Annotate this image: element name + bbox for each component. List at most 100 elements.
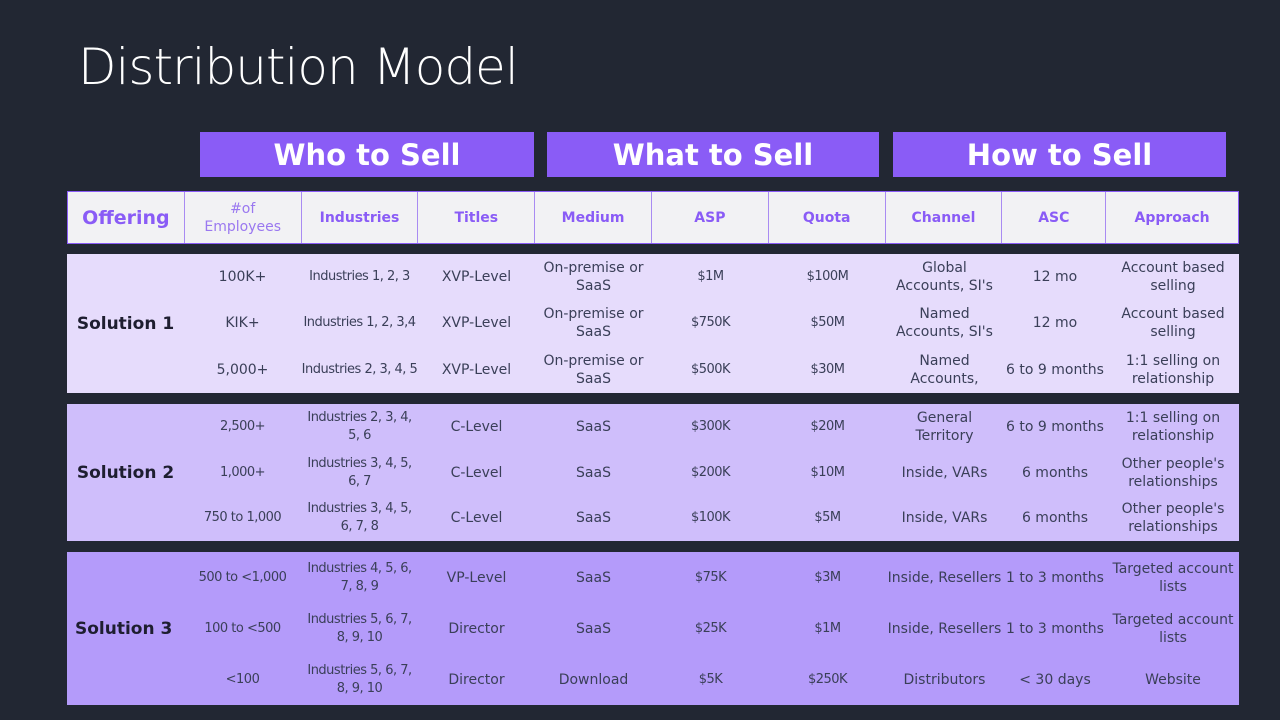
table-row: 500 to <1,000 Industries 4, 5, 6, 7, 8, … bbox=[184, 552, 1239, 603]
cell-approach: Targeted account lists bbox=[1112, 560, 1234, 595]
cell-medium: On-premise or SaaS bbox=[543, 306, 644, 341]
cell-approach: 1:1 selling on relationship bbox=[1125, 352, 1221, 387]
cell-quota: $250K bbox=[807, 671, 848, 687]
column-header-industries: Industries bbox=[302, 192, 419, 243]
cell-channel: Global Accounts, SI's bbox=[896, 260, 993, 295]
cell-titles: C-Level bbox=[450, 418, 503, 435]
cell-asc: 12 mo bbox=[1032, 269, 1078, 286]
cell-industries: Industries 2, 3, 4, 5, 6 bbox=[307, 409, 412, 443]
solution-label: Solution 1 bbox=[76, 313, 175, 334]
cell-employees: 500 to <1,000 bbox=[198, 569, 287, 585]
cell-employees: 100K+ bbox=[218, 269, 267, 286]
solution-block-1: Solution 1 100K+ Industries 1, 2, 3 XVP-… bbox=[67, 254, 1239, 393]
column-header-quota: Quota bbox=[769, 192, 886, 243]
cell-channel: Named Accounts, SI's bbox=[896, 306, 993, 341]
cell-asc: 1 to 3 months bbox=[1006, 569, 1104, 586]
cell-industries: Industries 5, 6, 7, 8, 9, 10 bbox=[307, 662, 412, 696]
cell-channel: Inside, VARs bbox=[901, 464, 988, 481]
cell-quota: $10M bbox=[810, 464, 845, 480]
cell-asp: $100K bbox=[690, 510, 731, 526]
cell-asc: < 30 days bbox=[1019, 671, 1091, 688]
cell-approach: Account based selling bbox=[1121, 306, 1225, 341]
group-header-who-to-sell: Who to Sell bbox=[200, 132, 534, 177]
cell-asp: $1M bbox=[697, 269, 724, 285]
column-header-employees: #of Employees bbox=[185, 192, 302, 243]
cell-employees: KIK+ bbox=[225, 315, 260, 332]
cell-channel: Inside, Resellers bbox=[887, 620, 1002, 637]
cell-channel: General Territory bbox=[915, 409, 974, 444]
cell-asp: $5K bbox=[698, 671, 723, 687]
cell-titles: XVP-Level bbox=[441, 269, 512, 286]
cell-quota: $5M bbox=[814, 510, 841, 526]
column-header-channel: Channel bbox=[886, 192, 1003, 243]
cell-asc: 6 months bbox=[1021, 464, 1089, 481]
cell-asc: 6 to 9 months bbox=[1006, 418, 1104, 435]
cell-medium: SaaS bbox=[576, 620, 611, 637]
cell-quota: $3M bbox=[814, 569, 841, 585]
cell-medium: On-premise or SaaS bbox=[543, 260, 644, 295]
cell-industries: Industries 2, 3, 4, 5 bbox=[301, 361, 418, 377]
cell-medium: SaaS bbox=[576, 418, 611, 435]
cell-titles: VP-Level bbox=[446, 569, 507, 586]
cell-approach: Other people's relationships bbox=[1121, 501, 1225, 536]
cell-quota: $30M bbox=[810, 361, 845, 377]
cell-titles: XVP-Level bbox=[441, 361, 512, 378]
cell-employees: 5,000+ bbox=[216, 361, 269, 378]
solution-label: Solution 3 bbox=[75, 618, 173, 639]
solution-block-2: Solution 2 2,500+ Industries 2, 3, 4, 5,… bbox=[67, 404, 1239, 541]
column-header-medium: Medium bbox=[535, 192, 652, 243]
column-header-asc: ASC bbox=[1002, 192, 1107, 243]
cell-asp: $75K bbox=[694, 569, 727, 585]
cell-industries: Industries 3, 4, 5, 6, 7 bbox=[307, 455, 412, 489]
cell-approach: Account based selling bbox=[1121, 260, 1225, 295]
cell-quota: $1M bbox=[814, 620, 841, 636]
table-row: 750 to 1,000 Industries 3, 4, 5, 6, 7, 8… bbox=[184, 495, 1239, 541]
cell-industries: Industries 1, 2, 3,4 bbox=[303, 315, 416, 331]
cell-medium: SaaS bbox=[576, 569, 611, 586]
table-row: 100 to <500 Industries 5, 6, 7, 8, 9, 10… bbox=[184, 603, 1239, 654]
cell-quota: $100M bbox=[806, 269, 849, 285]
cell-asp: $25K bbox=[694, 620, 727, 636]
column-header-approach: Approach bbox=[1134, 209, 1210, 226]
cell-employees: 1,000+ bbox=[219, 464, 266, 480]
cell-medium: Download bbox=[558, 671, 629, 688]
table-row: 1,000+ Industries 3, 4, 5, 6, 7 C-Level … bbox=[184, 450, 1239, 496]
cell-asc: 12 mo bbox=[1032, 315, 1078, 332]
cell-channel: Distributors bbox=[903, 671, 986, 688]
cell-asc: 1 to 3 months bbox=[1006, 620, 1104, 637]
cell-titles: Director bbox=[448, 620, 505, 637]
column-header-titles: Titles bbox=[418, 192, 536, 243]
cell-approach: Other people's relationships bbox=[1121, 455, 1225, 490]
column-header-employees-label: #of Employees bbox=[204, 200, 281, 235]
cell-employees: <100 bbox=[225, 671, 260, 687]
table-row: 2,500+ Industries 2, 3, 4, 5, 6 C-Level … bbox=[184, 404, 1239, 450]
cell-channel: Inside, VARs bbox=[901, 510, 988, 527]
solution-label: Solution 2 bbox=[76, 462, 175, 483]
cell-industries: Industries 1, 2, 3 bbox=[309, 269, 410, 285]
cell-industries: Industries 5, 6, 7, 8, 9, 10 bbox=[307, 611, 412, 645]
cell-medium: SaaS bbox=[576, 464, 611, 481]
cell-quota: $20M bbox=[810, 418, 845, 434]
cell-employees: 100 to <500 bbox=[204, 620, 281, 636]
cell-asp: $200K bbox=[690, 464, 731, 480]
column-header-asp: ASP bbox=[652, 192, 769, 243]
column-header-offering: Offering bbox=[68, 192, 185, 243]
slide-title: Distribution Model bbox=[78, 38, 519, 96]
cell-asp: $750K bbox=[690, 315, 731, 331]
cell-approach: 1:1 selling on relationship bbox=[1125, 409, 1221, 444]
cell-asc: 6 to 9 months bbox=[1006, 361, 1104, 378]
solution-block-3: Solution 3 500 to <1,000 Industries 4, 5… bbox=[67, 552, 1239, 705]
cell-asp: $300K bbox=[690, 418, 731, 434]
cell-medium: On-premise or SaaS bbox=[543, 352, 644, 387]
cell-asp: $500K bbox=[690, 361, 731, 377]
cell-titles: Director bbox=[448, 671, 505, 688]
cell-industries: Industries 3, 4, 5, 6, 7, 8 bbox=[307, 501, 412, 535]
cell-medium: SaaS bbox=[576, 510, 611, 527]
cell-approach: Targeted account lists bbox=[1112, 611, 1234, 646]
cell-employees: 2,500+ bbox=[219, 418, 266, 434]
cell-channel: Named Accounts, bbox=[910, 352, 979, 387]
table-row: <100 Industries 5, 6, 7, 8, 9, 10 Direct… bbox=[184, 654, 1239, 705]
column-header-row: Offering #of Employees Industries Titles… bbox=[67, 191, 1239, 244]
table-row: KIK+ Industries 1, 2, 3,4 XVP-Level On-p… bbox=[184, 300, 1239, 346]
cell-approach: Website bbox=[1145, 671, 1201, 688]
